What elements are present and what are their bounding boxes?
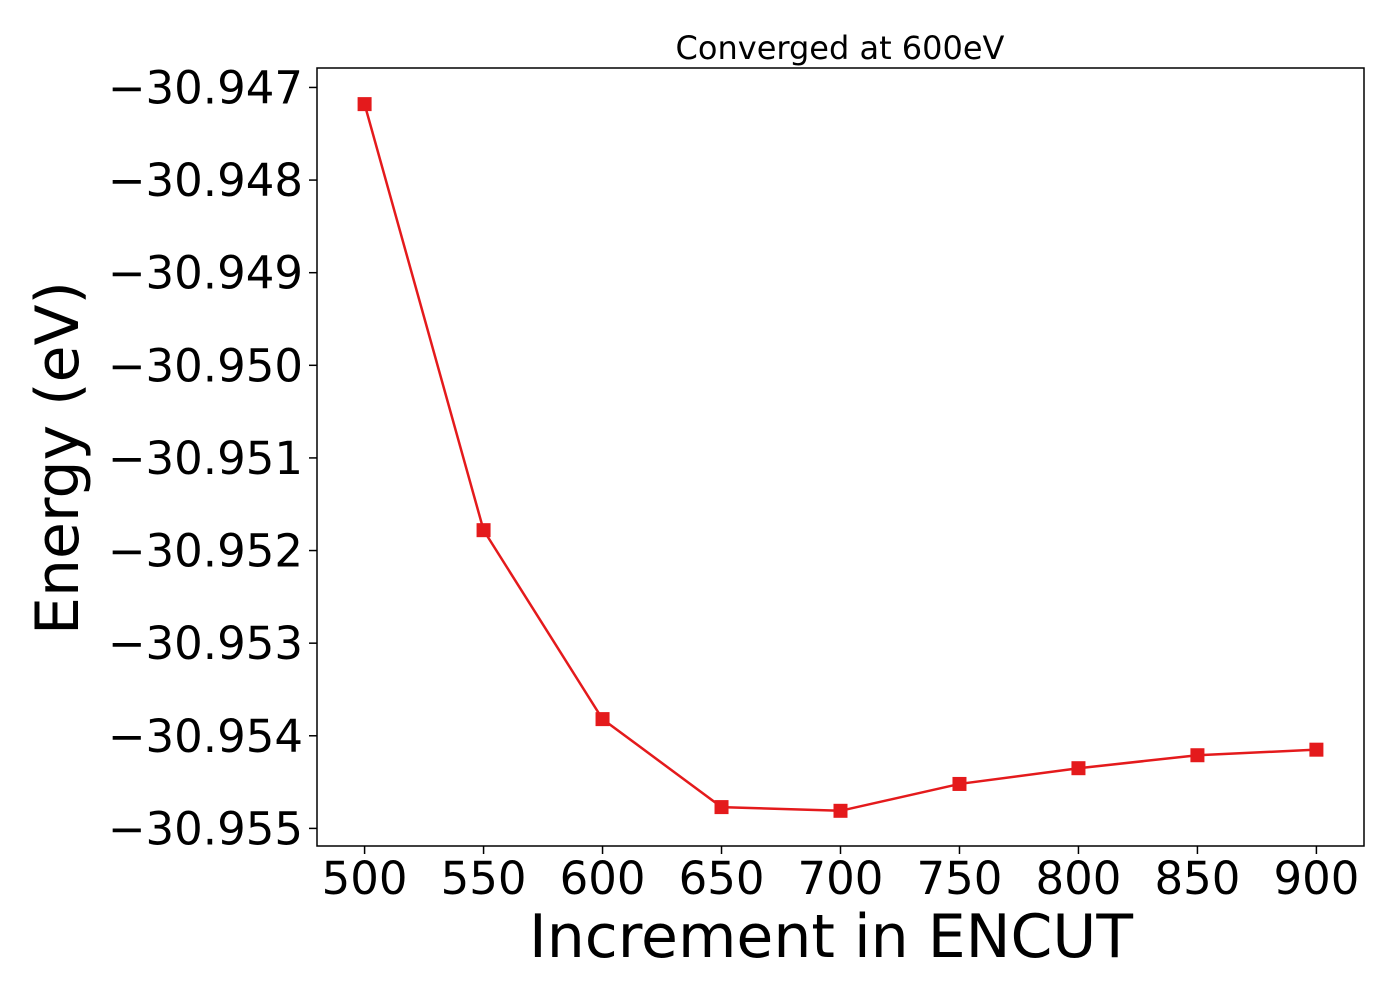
data-point — [952, 776, 967, 791]
data-point — [1071, 761, 1086, 776]
data-point — [476, 523, 491, 538]
x-tick-label: 850 — [1154, 852, 1240, 905]
y-axis-label: Energy (eV) — [23, 281, 93, 635]
y-tick-label: −30.953 — [108, 617, 303, 670]
data-point — [1190, 748, 1205, 763]
x-tick-label: 600 — [560, 852, 646, 905]
plot-area — [357, 97, 1324, 818]
x-tick-label: 550 — [441, 852, 527, 905]
y-tick-label: −30.954 — [108, 710, 303, 763]
chart-title: Converged at 600eV — [676, 29, 1005, 67]
data-point — [357, 97, 372, 112]
x-tick-label: 750 — [917, 852, 1003, 905]
data-point — [595, 712, 610, 727]
x-tick-label: 700 — [798, 852, 884, 905]
x-axis-label: Increment in ENCUT — [529, 902, 1133, 972]
data-point — [1309, 742, 1324, 757]
y-tick-label: −30.949 — [108, 247, 303, 300]
x-tick-label: 900 — [1273, 852, 1359, 905]
y-tick-label: −30.951 — [108, 432, 303, 485]
x-axis: 500 550 600 650 700 750 800 850 900 — [322, 846, 1359, 905]
y-tick-label: −30.947 — [108, 61, 303, 114]
data-point — [833, 803, 848, 818]
x-tick-label: 650 — [679, 852, 765, 905]
x-tick-label: 500 — [322, 852, 408, 905]
y-tick-label: −30.952 — [108, 525, 303, 578]
x-tick-label: 800 — [1036, 852, 1122, 905]
y-tick-label: −30.955 — [108, 802, 303, 855]
y-axis: −30.947 −30.948 −30.949 −30.950 −30.951 −30.9… — [108, 61, 317, 855]
y-tick-label: −30.950 — [108, 339, 303, 392]
data-point — [714, 800, 729, 815]
y-tick-label: −30.948 — [108, 154, 303, 207]
